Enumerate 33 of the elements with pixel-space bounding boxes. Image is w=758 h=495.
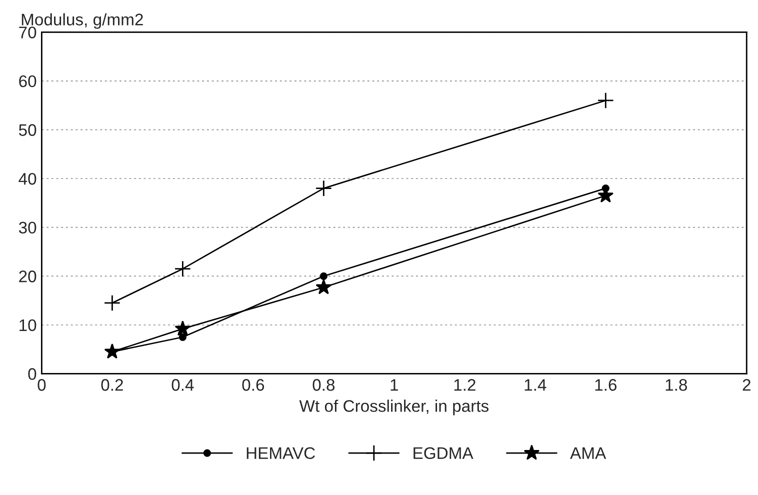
point: [104, 343, 120, 359]
y-axis-title: Modulus, g/mm2: [22, 13, 143, 29]
y-tick-label: 20: [19, 270, 36, 282]
point: [178, 333, 186, 341]
point: [174, 260, 192, 278]
point: [174, 320, 191, 336]
legend-label: AMA: [570, 447, 606, 459]
x-tick-label: 1.6: [595, 379, 616, 391]
point: [104, 294, 121, 312]
y-tick-label: 40: [18, 172, 36, 185]
y-tick-label: 70: [19, 26, 36, 38]
x-tick-label: 0.4: [172, 379, 194, 391]
point: [315, 180, 332, 197]
x-tick-label: 1.4: [524, 379, 546, 391]
point: [597, 92, 614, 109]
x-tick-label: 0.8: [312, 379, 335, 391]
point: [320, 272, 328, 280]
y-tick-label: 60: [19, 75, 36, 88]
y-tick-label: 50: [18, 124, 36, 136]
x-tick-label: 0.2: [101, 379, 123, 391]
x-tick-label: 2: [742, 379, 750, 391]
x-tick-label: 0.6: [242, 379, 264, 391]
y-tick-label: 10: [20, 319, 36, 332]
legend-label: HEMAVC: [246, 447, 315, 460]
legend-label: EGDMA: [414, 447, 474, 460]
y-tick-label: 30: [18, 222, 36, 234]
x-tick-label: 1.2: [454, 379, 476, 391]
x-axis-title: Wt of Crosslinker, in parts: [299, 400, 488, 416]
y-tick-label: 0: [28, 368, 36, 380]
x-tick-label: 1.8: [666, 379, 687, 391]
x-tick-label: 1: [390, 379, 398, 391]
x-tick-label: 0: [38, 379, 46, 391]
point: [316, 279, 332, 294]
